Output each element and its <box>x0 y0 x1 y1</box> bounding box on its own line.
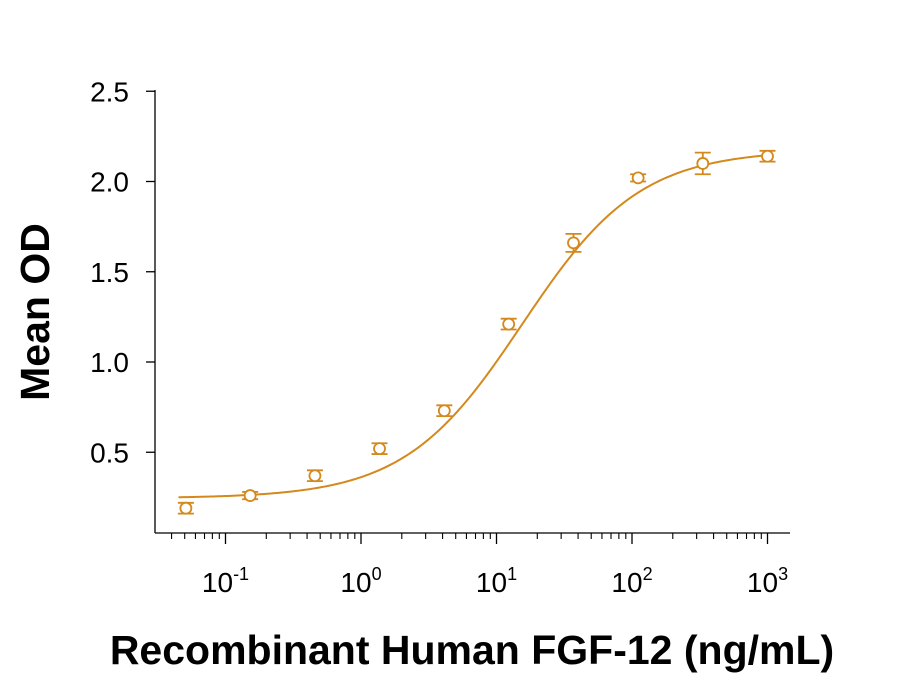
data-marker <box>502 317 516 331</box>
data-points-group <box>177 149 776 515</box>
y-tick-label: 2.0 <box>90 167 129 198</box>
data-marker <box>308 469 322 483</box>
y-tick-label: 1.5 <box>90 257 129 288</box>
y-axis-title: Mean OD <box>12 223 58 401</box>
data-marker <box>761 149 774 163</box>
x-axis: 10-1 100 101 102 103 <box>155 532 790 598</box>
y-tick-label: 1.0 <box>90 347 129 378</box>
data-marker <box>696 157 710 170</box>
data-point <box>694 151 711 176</box>
x-tick-label: 103 <box>747 564 788 598</box>
data-point <box>306 469 323 483</box>
data-marker <box>243 489 257 502</box>
fit-curve <box>178 153 771 499</box>
data-marker <box>631 171 645 185</box>
data-point <box>759 149 776 163</box>
data-marker <box>373 442 386 456</box>
x-tick-label: 101 <box>476 564 517 598</box>
data-marker <box>179 501 193 515</box>
data-point <box>565 232 582 253</box>
data-point <box>436 404 453 418</box>
fit-curve-group <box>178 153 771 499</box>
data-point <box>242 489 259 502</box>
x-axis-title: Recombinant Human FGF-12 (ng/mL) <box>110 627 834 673</box>
data-marker <box>437 404 451 418</box>
x-tick-label: 10-1 <box>202 564 249 598</box>
x-tick-label: 102 <box>611 564 652 598</box>
y-tick-label: 2.5 <box>90 76 129 107</box>
y-axis: 0.5 1.0 1.5 2.0 2.5 <box>90 76 156 533</box>
data-point <box>371 442 388 456</box>
y-tick-label: 0.5 <box>90 437 129 468</box>
data-point <box>500 317 517 331</box>
data-marker <box>567 236 580 250</box>
data-point <box>630 171 647 185</box>
data-point <box>177 501 194 515</box>
x-tick-label: 100 <box>340 564 381 598</box>
